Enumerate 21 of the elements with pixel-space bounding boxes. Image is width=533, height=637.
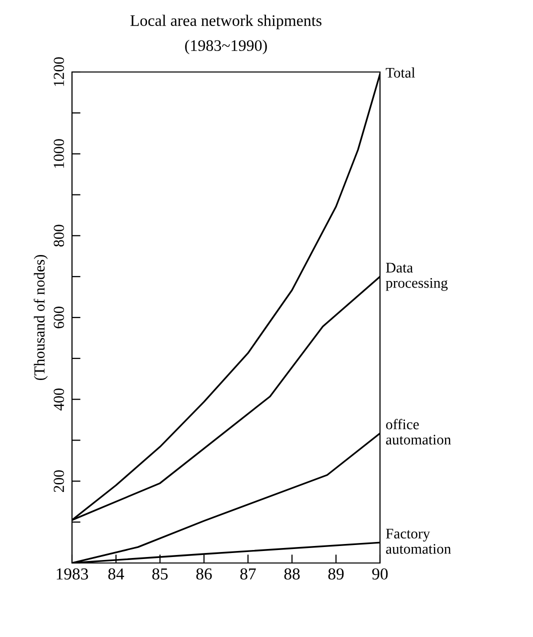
chart-title: Local area network shipments — [130, 14, 322, 30]
y-axis-title: (Thousand of nodes) — [34, 254, 48, 380]
chart-subtitle: (1983~1990) — [185, 40, 267, 54]
x-tick-label: 85 — [152, 568, 168, 580]
series-label: Factory automation — [386, 528, 451, 554]
series-label: office automation — [386, 418, 451, 445]
y-tick-label: 400 — [54, 388, 64, 410]
y-tick-label: 600 — [54, 306, 64, 328]
y-tick-label: 1200 — [54, 57, 64, 86]
y-tick-label: 800 — [54, 224, 64, 247]
x-tick-label: 87 — [240, 568, 256, 580]
y-tick-label: 1000 — [54, 139, 64, 168]
x-tick-label: 86 — [196, 568, 212, 580]
x-tick-label: 84 — [108, 568, 124, 580]
x-tick-label: 90 — [372, 568, 388, 580]
series-label: Data processing — [386, 262, 448, 291]
y-tick-label: 200 — [54, 470, 64, 492]
x-tick-label: 1983 — [56, 568, 88, 580]
series-label: Total — [386, 67, 416, 78]
x-tick-label: 89 — [328, 568, 344, 580]
x-tick-label: 88 — [284, 568, 300, 580]
